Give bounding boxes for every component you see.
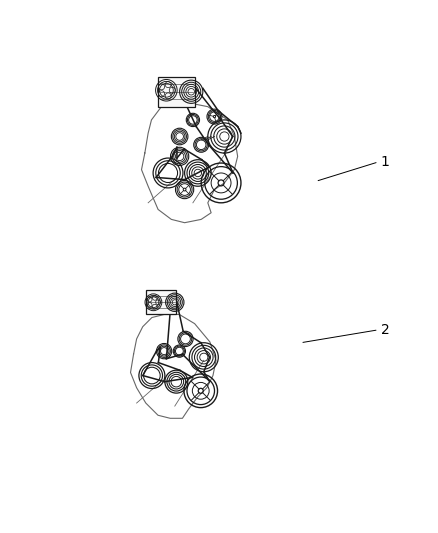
FancyBboxPatch shape bbox=[145, 290, 176, 314]
FancyBboxPatch shape bbox=[158, 77, 194, 107]
Text: 2: 2 bbox=[380, 323, 389, 337]
Text: 1: 1 bbox=[380, 155, 389, 169]
